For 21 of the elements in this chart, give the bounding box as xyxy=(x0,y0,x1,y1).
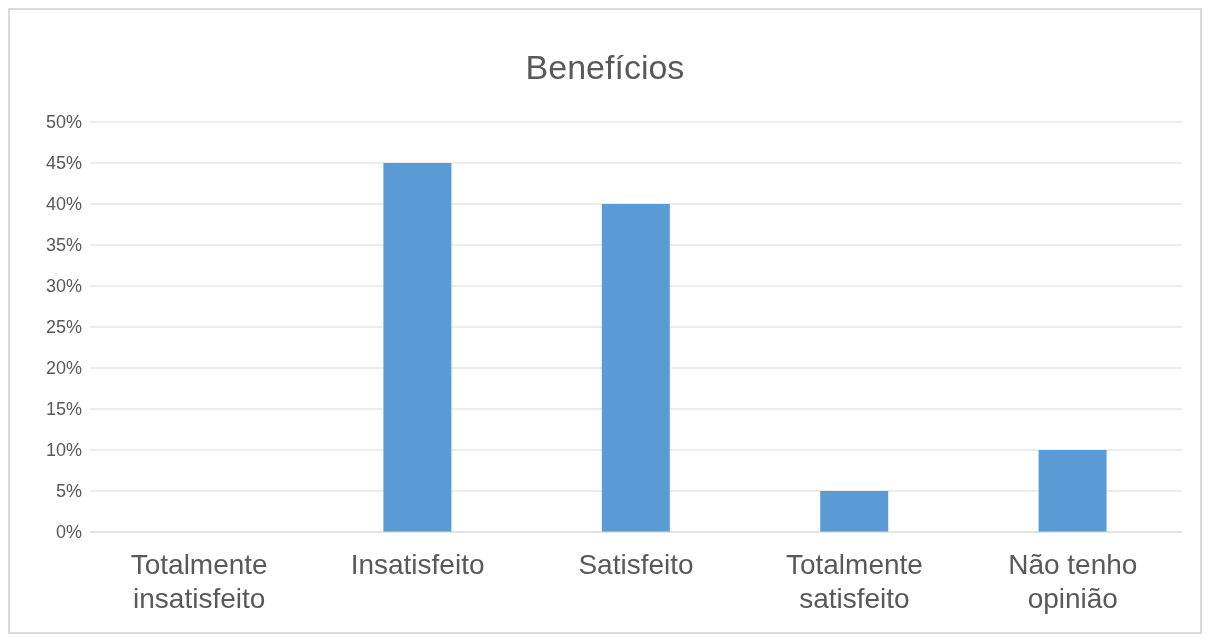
bar xyxy=(383,163,452,532)
bar xyxy=(820,491,889,532)
y-tick-label: 10% xyxy=(45,440,82,461)
x-tick-label: Satisfeito xyxy=(578,549,694,580)
y-tick-label: 5% xyxy=(55,481,82,502)
x-tick-label: Totalmente insatisfeito xyxy=(130,549,268,614)
y-tick-label: 45% xyxy=(45,153,82,174)
y-tick-label: 35% xyxy=(45,235,82,256)
y-tick-label: 20% xyxy=(45,358,82,379)
x-tick-label: Insatisfeito xyxy=(350,549,485,580)
y-tick-label: 15% xyxy=(45,399,82,420)
y-tick-label: 0% xyxy=(55,522,82,543)
y-tick-label: 30% xyxy=(45,276,82,297)
y-tick-label: 25% xyxy=(45,317,82,338)
bar xyxy=(601,204,670,532)
bar xyxy=(1038,450,1107,532)
chart-title: Benefícios xyxy=(524,48,686,87)
x-tick-label: Totalmente satisfeito xyxy=(785,549,923,614)
y-tick-label: 40% xyxy=(45,194,82,215)
x-tick-label: Não tenho opinião xyxy=(1008,549,1138,614)
y-tick-label: 50% xyxy=(45,112,82,133)
